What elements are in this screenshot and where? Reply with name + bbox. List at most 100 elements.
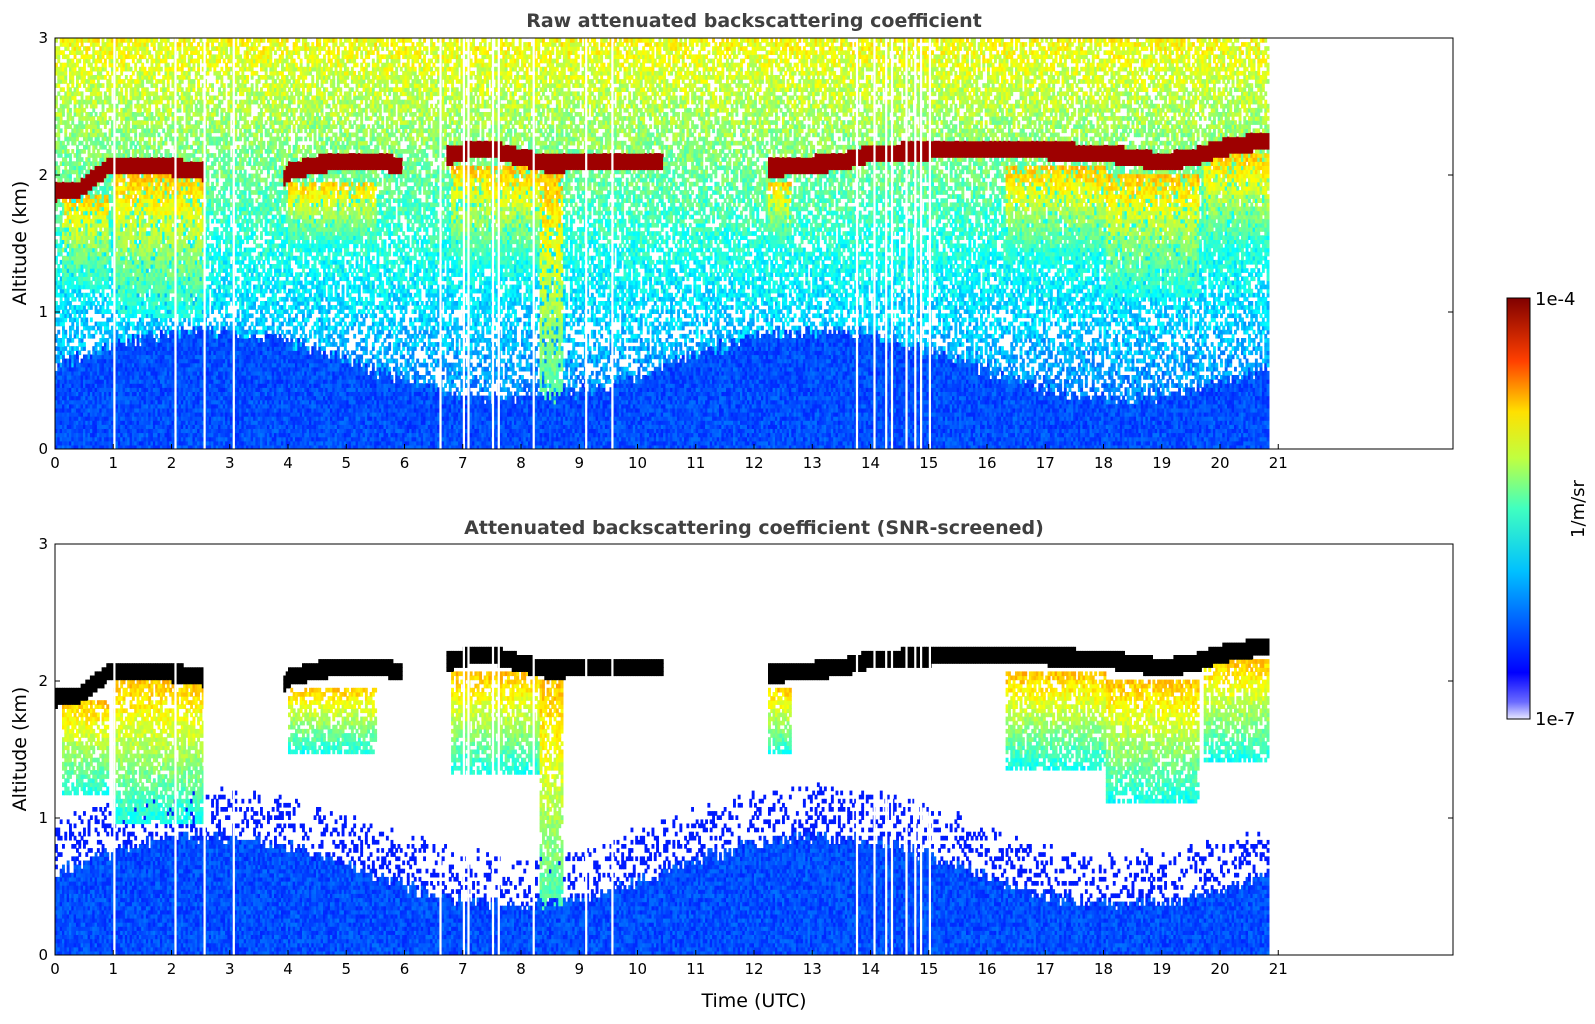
heatmap-cell <box>64 305 67 310</box>
heatmap-cell <box>57 133 60 138</box>
heatmap-cell <box>71 326 74 331</box>
heatmap-cell <box>76 87 79 92</box>
heatmap-cell <box>67 297 70 302</box>
heatmap-cell <box>64 133 67 138</box>
heatmap-cell <box>67 46 70 51</box>
panel-raw: Raw attenuated backscattering coefficien… <box>9 10 1453 472</box>
heatmap-cell <box>62 342 65 347</box>
heatmap-cell <box>57 264 60 269</box>
heatmap-cell <box>71 83 74 88</box>
heatmap-cell <box>76 145 79 150</box>
heatmap-cell <box>57 54 60 59</box>
heatmap-cell <box>78 350 81 355</box>
heatmap-cell <box>64 318 67 323</box>
heatmap-cell <box>57 46 60 51</box>
heatmap-cell <box>57 137 60 142</box>
heatmap-cell <box>64 71 67 76</box>
heatmap-cell <box>74 96 77 101</box>
heatmap-cell <box>69 112 72 117</box>
heatmap-cell <box>69 157 72 162</box>
heatmap-cell <box>64 67 67 72</box>
heatmap-cell <box>62 322 65 327</box>
heatmap-cell <box>76 318 79 323</box>
heatmap-cell <box>71 79 74 84</box>
heatmap-cell <box>74 272 77 277</box>
heatmap-cell <box>60 128 63 133</box>
heatmap-cell <box>64 165 67 170</box>
heatmap-cell <box>74 202 77 207</box>
heatmap-cell <box>60 116 63 121</box>
heatmap-cell <box>67 104 70 109</box>
heatmap-cell <box>69 313 72 318</box>
heatmap-cell <box>60 244 63 249</box>
heatmap-cell <box>76 330 79 335</box>
heatmap-cell <box>69 334 72 339</box>
heatmap-cell <box>76 346 79 351</box>
heatmap-cell <box>60 153 63 158</box>
heatmap-cell <box>62 350 65 355</box>
heatmap-cell <box>78 289 81 294</box>
heatmap-cell <box>64 346 67 351</box>
heatmap-cell <box>69 124 72 129</box>
heatmap-cell <box>62 141 65 146</box>
heatmap-cell <box>71 116 74 121</box>
heatmap-cell <box>67 289 70 294</box>
figure-canvas: Raw attenuated backscattering coefficien… <box>0 0 1595 1020</box>
heatmap-cell <box>62 355 65 360</box>
panel-raw-heatmap <box>55 34 1270 450</box>
heatmap-cell <box>69 330 72 335</box>
panel-raw-title: Raw attenuated backscattering coefficien… <box>526 10 982 32</box>
heatmap-cell <box>78 227 81 232</box>
heatmap-cell <box>69 178 72 183</box>
heatmap-cell <box>76 326 79 331</box>
heatmap-cell <box>62 108 65 113</box>
heatmap-cell <box>74 104 77 109</box>
heatmap-cell <box>69 301 72 306</box>
heatmap-cell <box>69 108 72 113</box>
heatmap-cell <box>57 170 60 175</box>
heatmap-cell <box>74 141 77 146</box>
heatmap-cell <box>62 87 65 92</box>
heatmap-cell <box>64 248 67 253</box>
heatmap-cell <box>67 141 70 146</box>
heatmap-cell <box>57 124 60 129</box>
heatmap-cell <box>67 120 70 125</box>
heatmap-cell <box>57 272 60 277</box>
heatmap-cell <box>60 219 63 224</box>
heatmap-cell <box>64 145 67 150</box>
heatmap-cell <box>57 59 60 64</box>
heatmap-cell <box>71 75 74 80</box>
heatmap-cell <box>71 350 74 355</box>
heatmap-cell <box>71 149 74 154</box>
heatmap-cell <box>64 128 67 133</box>
heatmap-cell <box>57 83 60 88</box>
heatmap-cell <box>62 326 65 331</box>
heatmap-cell <box>71 338 74 343</box>
heatmap-cell <box>74 297 77 302</box>
heatmap-cell <box>57 330 60 335</box>
heatmap-cell <box>67 83 70 88</box>
lidar-figure: Raw attenuated backscattering coefficien… <box>0 0 1595 1020</box>
heatmap-cell <box>57 165 60 170</box>
heatmap-cell <box>69 100 72 105</box>
heatmap-cell <box>71 120 74 125</box>
heatmap-cell <box>76 334 79 339</box>
heatmap-cell <box>76 137 79 142</box>
heatmap-cell <box>76 359 79 364</box>
heatmap-cell <box>71 293 74 298</box>
heatmap-cell <box>69 87 72 92</box>
heatmap-cell <box>76 79 79 84</box>
heatmap-cell <box>57 91 60 96</box>
heatmap-cell <box>62 50 65 55</box>
heatmap-cell <box>64 79 67 84</box>
heatmap-cell <box>62 285 65 290</box>
heatmap-cell <box>64 330 67 335</box>
heatmap-cell <box>69 211 72 216</box>
heatmap-cell <box>74 54 77 59</box>
heatmap-cell <box>69 174 72 179</box>
heatmap-cell <box>69 153 72 158</box>
heatmap-cell <box>74 67 77 72</box>
heatmap-cell <box>76 355 79 360</box>
heatmap-cell <box>78 313 81 318</box>
heatmap-cell <box>71 59 74 64</box>
